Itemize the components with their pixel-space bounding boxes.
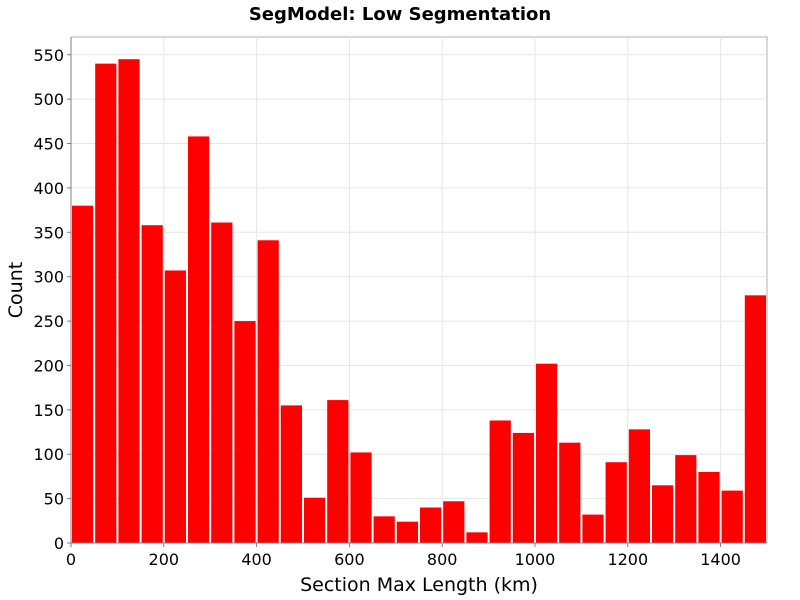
x-tick-label: 800 (427, 550, 458, 569)
y-tick-label: 300 (33, 268, 64, 287)
x-axis-label: Section Max Length (km) (300, 574, 538, 596)
histogram-bar (698, 471, 720, 543)
histogram-bar (582, 514, 604, 543)
histogram-bar (675, 455, 697, 543)
y-tick-label: 450 (33, 135, 64, 154)
histogram-bar (118, 59, 140, 543)
histogram-bar (489, 420, 511, 543)
x-tick-label: 200 (149, 550, 180, 569)
x-tick-label: 600 (334, 550, 365, 569)
y-tick-label: 200 (33, 356, 64, 375)
histogram-bar (350, 452, 372, 543)
x-tick-label: 400 (241, 550, 272, 569)
histogram-bar (327, 400, 349, 543)
x-tick-label: 1000 (515, 550, 556, 569)
histogram-bar (211, 222, 233, 544)
histogram-bar (628, 429, 650, 543)
y-tick-label: 250 (33, 312, 64, 331)
histogram-bar (536, 363, 558, 543)
histogram-bar (420, 507, 442, 543)
histogram-bar (234, 321, 256, 543)
histogram-bar (396, 521, 418, 543)
x-tick-label: 0 (66, 550, 76, 569)
histogram-bar (304, 497, 326, 543)
y-tick-label: 0 (54, 534, 64, 553)
histogram-bar (559, 442, 581, 543)
histogram-bar (652, 485, 674, 543)
chart-title: SegModel: Low Segmentation (249, 4, 551, 25)
histogram-bar (466, 532, 488, 543)
histogram-bar (373, 516, 395, 543)
histogram-bar (257, 240, 279, 543)
y-tick-label: 350 (33, 223, 64, 242)
y-tick-label: 100 (33, 445, 64, 464)
plot-area (70, 36, 768, 544)
y-axis-label: Count (5, 262, 27, 318)
y-tick-label: 550 (33, 46, 64, 65)
histogram-bar (141, 225, 163, 544)
histogram-bar (512, 432, 534, 543)
tick-labels: 0 200 400 600 800 1000 1200 1400 0 50 100 150 200 250… (33, 46, 741, 569)
histogram-bar (95, 63, 117, 543)
y-tick-label: 150 (33, 401, 64, 420)
y-tick-label: 500 (33, 90, 64, 109)
histogram-bar (744, 295, 766, 543)
y-tick-label: 400 (33, 179, 64, 198)
histogram-bar (443, 501, 465, 543)
histogram-bar (605, 462, 627, 543)
histogram-bar (280, 405, 302, 543)
bars (72, 59, 766, 544)
histogram-bar (72, 205, 94, 543)
axes (67, 37, 767, 547)
x-tick-label: 1400 (700, 550, 741, 569)
y-tick-label: 50 (44, 490, 64, 509)
histogram-bar (721, 490, 743, 543)
x-tick-label: 1200 (607, 550, 648, 569)
histogram-bar (188, 136, 210, 543)
histogram-bar (164, 270, 186, 543)
